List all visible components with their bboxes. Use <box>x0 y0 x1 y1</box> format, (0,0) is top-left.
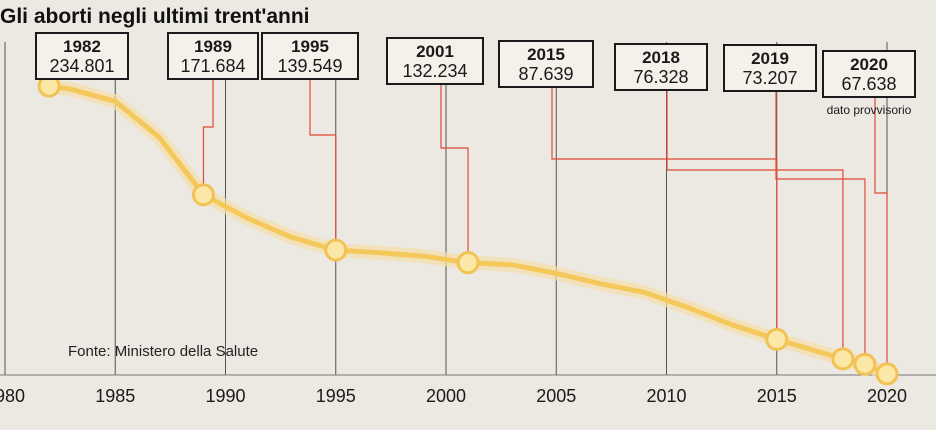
data-point-2015 <box>765 327 789 351</box>
x-tick-label-2000: 2000 <box>426 386 466 406</box>
label-value-1989: 171.684 <box>180 56 245 76</box>
label-year-2015: 2015 <box>527 45 565 64</box>
label-box-2001 <box>386 37 484 85</box>
label-box-1989 <box>167 32 259 80</box>
label-value-2001: 132.234 <box>402 61 467 81</box>
leader-lines <box>48 55 888 364</box>
label-box-1982 <box>35 32 129 80</box>
data-point-2020 <box>875 362 899 386</box>
label-year-2020: 2020 <box>850 55 888 74</box>
label-value-2019: 73.207 <box>742 68 797 88</box>
x-tick-label-2010: 2010 <box>646 386 686 406</box>
leader-line-2020 <box>874 97 888 364</box>
label-year-2001: 2001 <box>416 42 454 61</box>
label-year-1982: 1982 <box>63 37 101 56</box>
label-year-1995: 1995 <box>291 37 329 56</box>
label-value-2020: 67.638 <box>841 74 896 94</box>
x-tick-label-1990: 1990 <box>205 386 245 406</box>
label-value-1982: 234.801 <box>49 56 114 76</box>
data-point-1995 <box>324 238 348 262</box>
x-tick-label-1985: 1985 <box>95 386 135 406</box>
x-tick-label-2020: 2020 <box>867 386 907 406</box>
data-point-2001 <box>456 251 480 275</box>
leader-line-2018 <box>666 90 844 349</box>
leader-line-2015 <box>551 87 778 330</box>
x-tick-label-2015: 2015 <box>757 386 797 406</box>
data-point-2019 <box>853 352 877 376</box>
x-axis-ticks: 1980 1985 1990 1995 2000 2005 2010 2015 2020 <box>0 386 907 406</box>
label-box-1995 <box>261 32 359 80</box>
label-year-2018: 2018 <box>642 48 680 67</box>
data-point-1989 <box>191 183 215 207</box>
label-year-1989: 1989 <box>194 37 232 56</box>
label-box-2018 <box>614 43 708 91</box>
label-year-2019: 2019 <box>751 49 789 68</box>
label-note-2020: dato provvisorio <box>827 103 912 117</box>
leader-line-2001 <box>440 84 469 253</box>
chart-source: Fonte: Ministero della Salute <box>68 343 258 360</box>
x-tick-label-2005: 2005 <box>536 386 576 406</box>
chart-title: Gli aborti negli ultimi trent'anni <box>0 5 310 28</box>
leader-line-1989 <box>202 79 214 185</box>
label-box-2015 <box>498 40 594 88</box>
label-value-2018: 76.328 <box>633 67 688 87</box>
data-point-2018 <box>831 347 855 371</box>
label-box-2019 <box>723 44 817 92</box>
label-box-2020 <box>822 50 916 98</box>
x-tick-label-1995: 1995 <box>316 386 356 406</box>
x-tick-label-1980: 1980 <box>0 386 25 406</box>
leader-line-2019 <box>775 91 866 355</box>
label-value-1995: 139.549 <box>277 56 342 76</box>
label-value-2015: 87.639 <box>518 64 573 84</box>
leader-line-1995 <box>309 79 337 241</box>
